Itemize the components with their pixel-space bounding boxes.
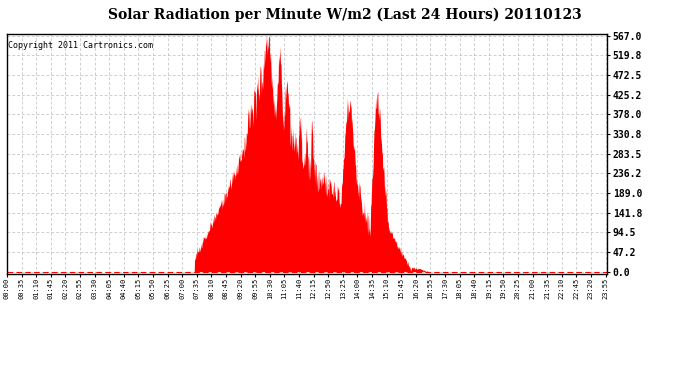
- Text: Copyright 2011 Cartronics.com: Copyright 2011 Cartronics.com: [8, 41, 153, 50]
- Text: Solar Radiation per Minute W/m2 (Last 24 Hours) 20110123: Solar Radiation per Minute W/m2 (Last 24…: [108, 8, 582, 22]
